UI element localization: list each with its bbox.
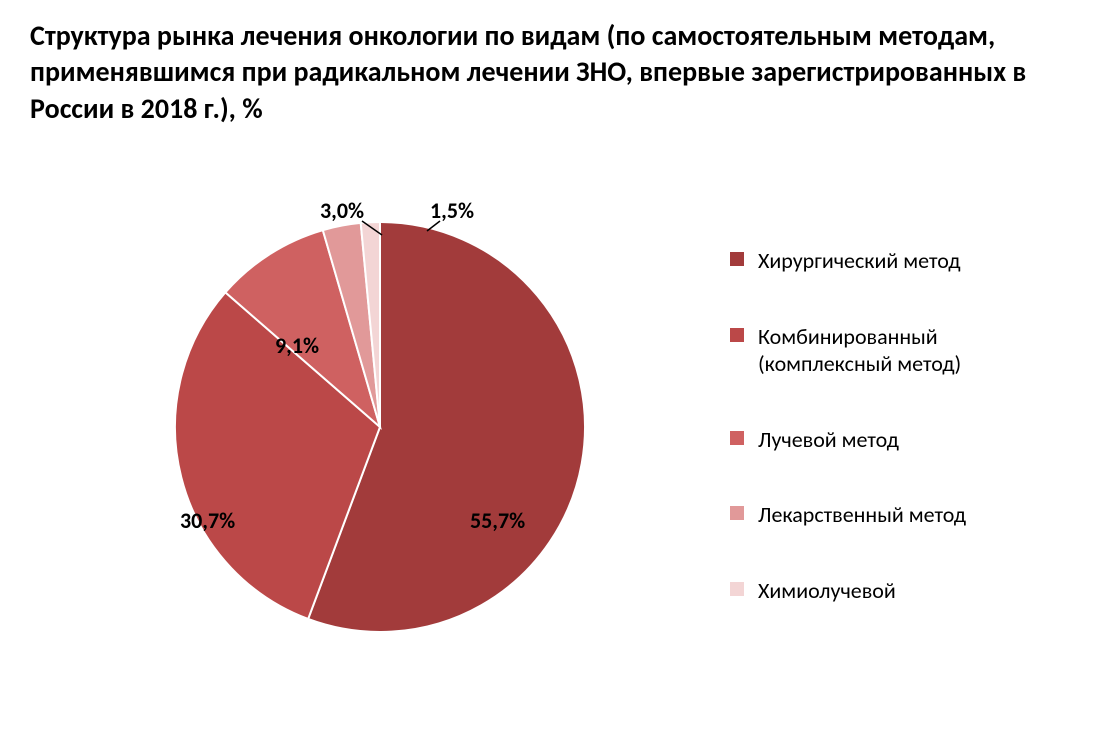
chart-title: Структура рынка лечения онкологии по вид…: [30, 18, 1080, 127]
legend-swatch: [730, 582, 744, 596]
legend-item: Химиолучевой: [730, 577, 1048, 605]
legend: Хирургический метод Комбинированный (комп…: [730, 247, 1048, 604]
legend-swatch: [730, 506, 744, 520]
legend-item: Хирургический метод: [730, 247, 1048, 275]
legend-swatch: [730, 328, 744, 342]
slice-value-label: 9,1%: [275, 332, 319, 359]
legend-item: Лучевой метод: [730, 426, 1048, 454]
legend-item: Комбинированный (комплексный метод): [730, 323, 1048, 378]
legend-swatch: [730, 252, 744, 266]
legend-label: Комбинированный (комплексный метод): [758, 323, 1048, 378]
legend-item: Лекарственный метод: [730, 501, 1048, 529]
slice-value-label: 55,7%: [470, 507, 525, 534]
legend-label: Лучевой метод: [758, 426, 899, 454]
slice-value-label: 3,0%: [320, 197, 364, 224]
legend-label: Хирургический метод: [758, 247, 961, 275]
slice-value-label: 30,7%: [180, 507, 235, 534]
pie-chart: [170, 217, 590, 637]
legend-label: Химиолучевой: [758, 577, 896, 605]
chart-area: Хирургический метод Комбинированный (комп…: [30, 177, 1084, 737]
legend-swatch: [730, 431, 744, 445]
legend-label: Лекарственный метод: [758, 501, 966, 529]
slice-value-label: 1,5%: [430, 197, 474, 224]
